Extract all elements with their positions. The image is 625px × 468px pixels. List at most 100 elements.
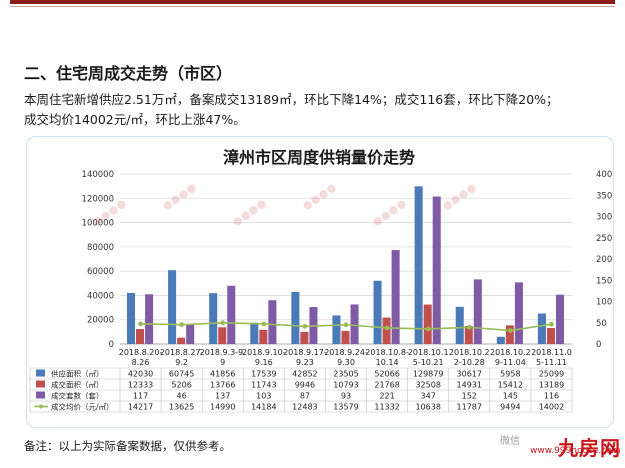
bar-deal-units	[391, 250, 400, 344]
table-cell: 145	[503, 392, 518, 401]
x-tick-label: 9.23	[296, 358, 314, 367]
left-axis-tick-label: 140000	[82, 170, 114, 180]
left-axis-tick-label: 120000	[82, 194, 114, 204]
table-cell: 12483	[292, 403, 317, 412]
legend-swatch	[36, 369, 45, 377]
x-tick-label: 2018.9.24-	[324, 348, 368, 357]
table-cell: 347	[421, 392, 436, 401]
bar-deal-units	[350, 304, 359, 344]
table-cell: 46	[177, 392, 187, 401]
x-tick-label: 2018.10.8-	[365, 348, 409, 357]
x-tick-label: 9-11.04	[495, 358, 526, 367]
bar-deal-area	[341, 330, 350, 344]
table-cell: 52066	[374, 370, 399, 379]
right-axis-tick-label: 0	[596, 340, 601, 350]
x-tick-label: 2018.10.2	[490, 348, 531, 357]
avg-price-point	[507, 328, 513, 333]
table-cell: 23505	[333, 370, 358, 379]
summary-text: 本周住宅新增供应2.51万㎡，备案成交13189㎡，环比下降14%；成交116套…	[24, 90, 609, 130]
brand-logo: 九房网	[558, 436, 621, 460]
bar-deal-area	[464, 325, 473, 344]
x-tick-label: 2018.8.27-	[160, 348, 204, 357]
x-tick-label: 9.30	[337, 358, 355, 367]
table-cell: 13766	[210, 381, 235, 390]
bar-deal-area	[546, 327, 555, 344]
avg-price-point	[425, 326, 431, 332]
right-axis-tick-label: 200	[596, 255, 612, 265]
x-tick-label: 2018.9.17-	[283, 348, 327, 357]
table-cell: 10638	[415, 403, 440, 412]
table-cell: 10793	[333, 381, 358, 390]
avg-price-point	[179, 322, 185, 328]
bar-supply	[537, 313, 546, 344]
table-cell: 93	[341, 392, 351, 401]
table-cell: 152	[462, 392, 477, 401]
left-axis-tick-label: 20000	[87, 316, 114, 326]
bar-deal-units	[186, 324, 195, 344]
right-axis-tick-label: 350	[596, 191, 612, 201]
left-axis-tick-label: 0	[109, 340, 114, 350]
table-cell: 12333	[128, 381, 153, 390]
table-cell: 13189	[539, 381, 564, 390]
chart-title: 漳州市区周度供销量价走势	[222, 148, 415, 167]
bar-deal-units	[555, 294, 565, 344]
x-tick-label: 5-11.11	[536, 358, 567, 367]
right-axis-tick-label: 150	[596, 276, 612, 286]
footnote: 备注：以上为实际备案数据，仅供参考。	[24, 439, 231, 453]
table-cell: 14931	[457, 381, 482, 390]
summary-line-1: 本周住宅新增供应2.51万㎡，备案成交13189㎡，环比下降14%；成交116套…	[24, 92, 559, 107]
legend-swatch	[36, 380, 45, 388]
right-axis-tick-label: 400	[596, 170, 612, 180]
bar-deal-area	[218, 327, 227, 344]
table-cell: 14990	[210, 403, 235, 412]
avg-price-point	[343, 322, 349, 328]
table-cell: 9946	[295, 381, 315, 390]
x-tick-label: 2018.9.10-	[242, 348, 286, 357]
bar-deal-units	[268, 300, 277, 344]
avg-price-point	[302, 323, 308, 329]
table-cell: 14184	[251, 403, 276, 412]
table-cell: 11332	[374, 403, 399, 412]
table-cell: 25099	[539, 370, 564, 379]
wechat-label: 微信	[500, 436, 520, 447]
table-cell: 14217	[128, 403, 153, 412]
bar-deal-units	[145, 294, 154, 344]
x-tick-label: 10.14	[376, 358, 399, 367]
right-axis-tick-label: 300	[596, 213, 612, 223]
left-axis-tick-label: 40000	[87, 291, 114, 301]
bar-deal-area	[136, 329, 145, 344]
table-cell: 15412	[498, 381, 523, 390]
x-tick-label: 8.26	[132, 358, 150, 367]
legend-entry: 成交均价（元/㎡）	[51, 402, 114, 412]
left-axis-tick-label: 100000	[82, 219, 114, 229]
table-cell: 5958	[500, 370, 520, 379]
x-tick-label: 2018.9.3-9.	[200, 348, 246, 357]
bar-supply	[250, 322, 259, 344]
table-cell: 60745	[169, 370, 194, 379]
table-cell: 41856	[210, 370, 235, 379]
bar-supply	[414, 186, 423, 344]
bar-deal-area	[382, 317, 391, 344]
avg-price-point	[384, 325, 390, 331]
bar-supply	[209, 293, 218, 344]
legend-swatch	[36, 391, 45, 399]
x-tick-label: 5-10.21	[413, 358, 444, 367]
table-cell: 103	[256, 392, 271, 401]
bar-deal-area	[300, 331, 309, 344]
legend-entry: 供应面积（㎡）	[51, 369, 104, 379]
table-cell: 87	[300, 392, 310, 401]
table-cell: 129879	[413, 370, 444, 379]
top-accent-rule	[10, 6, 615, 7]
x-tick-label: 2-10.28	[454, 358, 485, 367]
avg-price-point	[261, 321, 267, 327]
chart: 0 20000 40000 60000 80000 100000 120000 140000 0…	[29, 170, 612, 413]
table-cell: 221	[379, 392, 394, 401]
bar-deal-area	[177, 337, 186, 344]
table-cell: 11743	[251, 381, 276, 390]
bar-deal-units	[514, 282, 523, 344]
table-cell: 9494	[500, 403, 520, 412]
bar-supply	[168, 270, 177, 344]
right-axis-tick-label: 100	[596, 298, 612, 308]
avg-price-point	[549, 321, 554, 327]
table-cell: 30617	[457, 370, 482, 379]
